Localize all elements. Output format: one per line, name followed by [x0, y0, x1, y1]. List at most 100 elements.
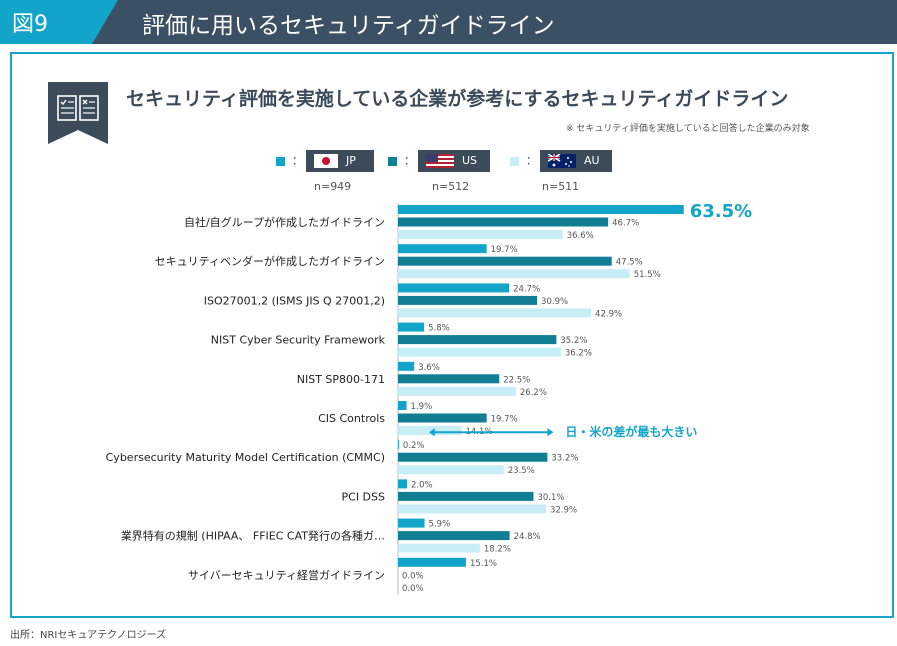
data-label: 2.0%: [411, 480, 433, 490]
data-label: 3.6%: [418, 363, 440, 373]
data-label: 19.7%: [491, 415, 518, 425]
legend-item-us: ： US: [388, 150, 498, 172]
bar-jp: [398, 283, 510, 293]
bar-au: [398, 269, 630, 279]
category-label: Cybersecurity Maturity Model Certificati…: [106, 451, 385, 464]
bar-jp: [398, 557, 466, 567]
book-checklist-icon: [48, 82, 108, 144]
chart-title: セキュリティ評価を実施している企業が参考にするセキュリティガイドライン: [126, 88, 789, 110]
data-label: 22.5%: [503, 375, 530, 385]
legend-colon-us: ：: [404, 154, 415, 167]
legend-colon-au: ：: [526, 154, 537, 167]
data-label: 30.1%: [537, 493, 564, 503]
legend-label-au: AU: [584, 154, 600, 167]
legend-swatch-jp: [276, 157, 285, 166]
data-label: 15.1%: [470, 559, 497, 569]
header-band: [0, 0, 897, 44]
data-label: 5.9%: [429, 520, 451, 530]
category-label: CIS Controls: [318, 412, 385, 425]
legend-box-us: US: [418, 150, 490, 172]
data-label: 18.2%: [484, 545, 511, 555]
bar-us: [398, 335, 557, 345]
data-label: 24.8%: [514, 532, 541, 542]
bar-us: [398, 256, 612, 266]
data-label: 36.6%: [567, 231, 594, 241]
category-label: NIST SP800-171: [297, 373, 385, 386]
legend-label-us: US: [462, 154, 478, 167]
bar-au: [398, 543, 480, 553]
data-label: 0.0%: [402, 584, 424, 594]
bar-us: [398, 452, 548, 462]
legend-item-jp: ： JP: [276, 150, 376, 172]
annotation-text: 日・米の差が最も大きい: [565, 424, 697, 439]
bar-jp: [398, 244, 487, 254]
data-label: 0.0%: [402, 571, 424, 581]
legend-item-au: ： AU: [510, 150, 620, 172]
data-label: 46.7%: [612, 219, 639, 229]
bar-au: [398, 308, 592, 318]
bar-us: [398, 413, 487, 423]
bar-jp: [398, 518, 425, 528]
bar-us: [398, 491, 534, 501]
category-label: サイバーセキュリティ経営ガイドライン: [188, 568, 385, 582]
chart-panel: セキュリティ評価を実施している企業が参考にするセキュリティガイドライン ※ セキ…: [10, 52, 894, 618]
category-label: セキュリティベンダーが作成したガイドライン: [155, 254, 385, 268]
source-note: 出所：NRIセキュアテクノロジーズ: [10, 630, 167, 641]
data-label: 19.7%: [491, 245, 518, 255]
data-label: 24.7%: [513, 284, 540, 294]
bar-au: [398, 347, 561, 357]
figure-label: 図9: [12, 12, 48, 37]
category-label: 自社/自グループが作成したガイドライン: [184, 215, 385, 229]
data-label: 35.2%: [560, 336, 587, 346]
category-label: NIST Cyber Security Framework: [211, 334, 386, 347]
legend-box-au: AU: [540, 150, 612, 172]
bar-au: [398, 465, 504, 475]
bar-us: [398, 295, 538, 305]
bar-au: [398, 386, 516, 396]
data-label: 26.2%: [520, 388, 547, 398]
bar-jp: [398, 401, 407, 410]
annotation-arrow-right-head: [547, 428, 554, 437]
legend-n-us: n=512: [432, 180, 470, 193]
bar-au: [398, 426, 462, 435]
bar-us: [398, 374, 500, 384]
data-label: 30.9%: [541, 297, 568, 307]
bar-jp: [398, 440, 399, 450]
data-label: 33.2%: [551, 454, 578, 464]
legend-colon-jp: ：: [292, 154, 303, 167]
bar-us: [398, 217, 609, 227]
legend-n-au: n=511: [542, 180, 580, 193]
australia-flag-icon: [548, 154, 576, 168]
data-label: 5.8%: [428, 324, 450, 334]
japan-flag-icon: [314, 154, 338, 168]
legend-box-jp: JP: [306, 150, 374, 172]
bar-jp: [398, 479, 407, 489]
bar-au: [398, 230, 563, 239]
annotation-arrow-left-head: [428, 428, 435, 437]
data-label: 1.9%: [411, 402, 433, 412]
page-title: 評価に用いるセキュリティガイドライン: [142, 13, 555, 39]
category-label: PCI DSS: [342, 490, 386, 503]
data-label: 63.5%: [690, 201, 752, 222]
data-label: 0.2%: [403, 441, 425, 451]
bar-jp: [398, 322, 425, 332]
legend-swatch-au: [510, 157, 519, 166]
bar-jp: [398, 205, 684, 214]
data-label: 36.2%: [565, 349, 592, 359]
category-label: 業界特有の規制 (HIPAA、 FFIEC CAT発行の各種ガ…: [121, 529, 385, 543]
legend-swatch-us: [388, 157, 397, 166]
usa-flag-icon: [426, 154, 454, 168]
data-label: 51.5%: [634, 270, 661, 280]
data-label: 42.9%: [595, 309, 622, 319]
data-label: 47.5%: [616, 258, 643, 268]
bar-us: [398, 531, 510, 541]
data-label: 32.9%: [550, 505, 577, 515]
chart-note: ※ セキュリティ評価を実施していると回答した企業のみ対象: [566, 124, 810, 134]
legend-label-jp: JP: [346, 154, 356, 167]
category-label: ISO27001,2 (ISMS JIS Q 27001,2): [204, 294, 385, 307]
legend-n-jp: n=949: [314, 180, 352, 193]
bar-jp: [398, 361, 415, 371]
bar-au: [398, 504, 547, 514]
data-label: 23.5%: [508, 466, 535, 476]
